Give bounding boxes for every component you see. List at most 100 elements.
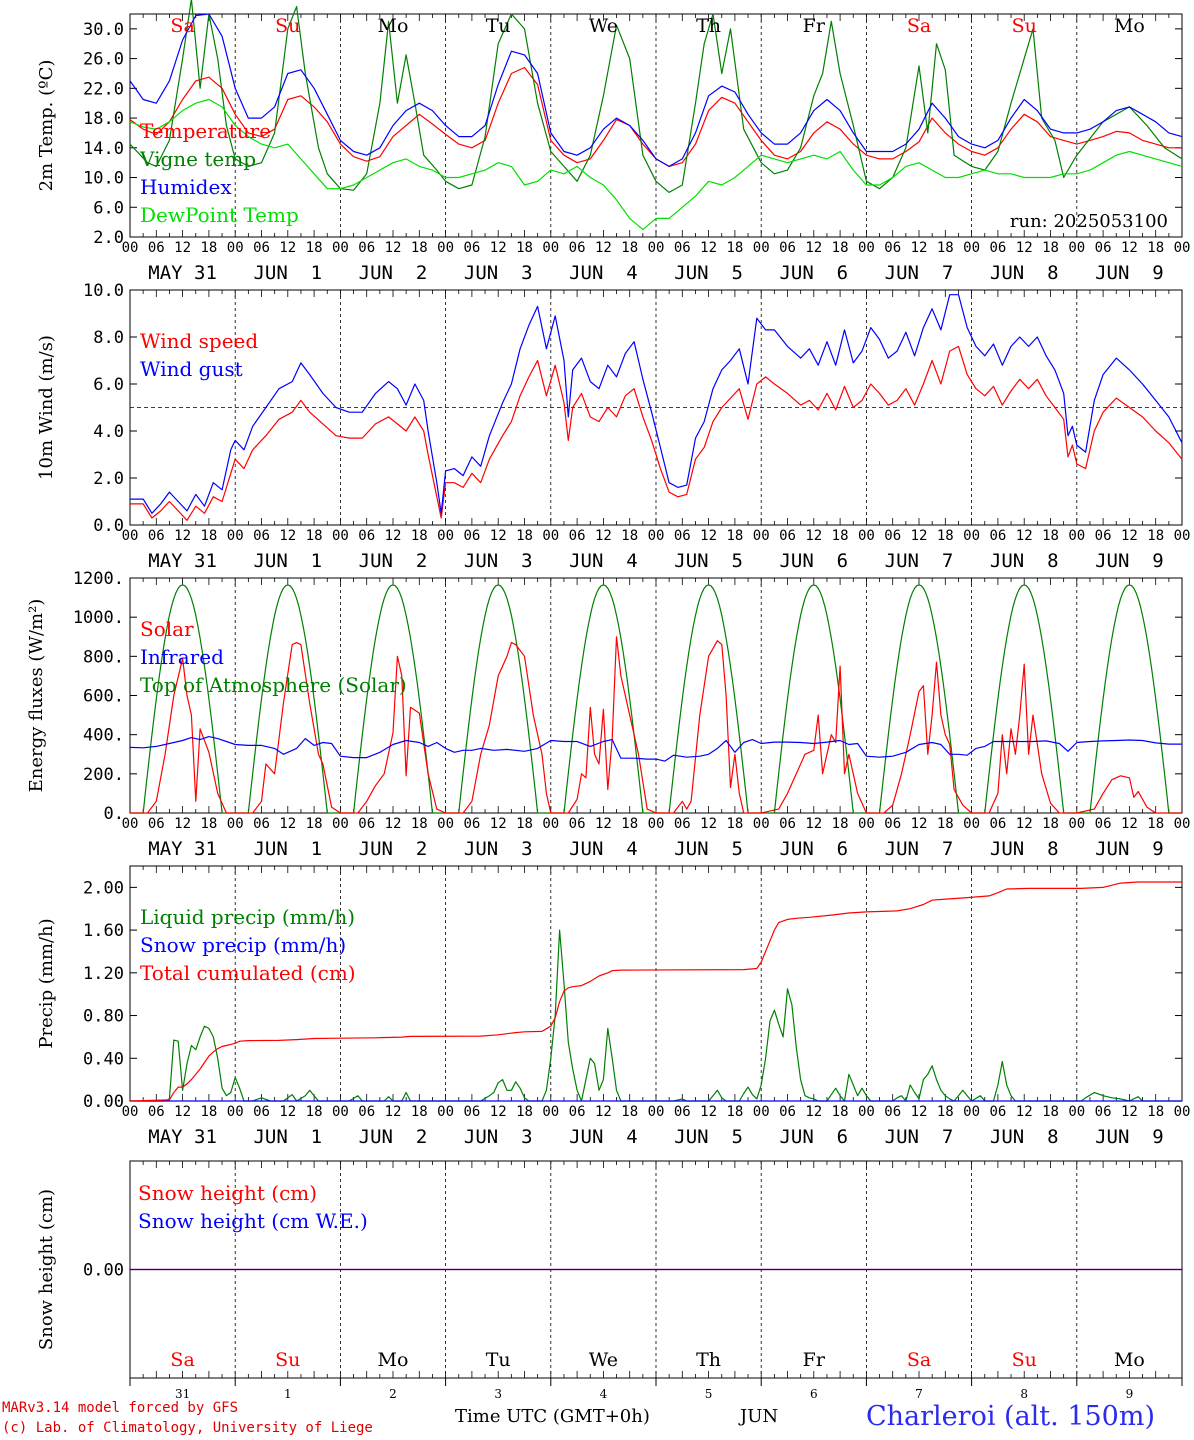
hour-tick-label: 18 <box>832 240 849 256</box>
hour-tick-label: 18 <box>937 240 954 256</box>
hour-tick-label: 12 <box>385 240 402 256</box>
day-number: 5 <box>705 1387 713 1401</box>
hour-tick-label: 06 <box>253 240 270 256</box>
legend-label: Wind gust <box>140 357 243 381</box>
hour-tick-label: 00 <box>332 816 349 832</box>
day-abbr: Th <box>696 1349 721 1371</box>
hour-tick-label: 18 <box>937 816 954 832</box>
date-label: JUN 3 <box>464 262 533 284</box>
hour-tick-label: 18 <box>937 528 954 544</box>
hour-tick-label: 18 <box>1042 528 1059 544</box>
hour-tick-label: 06 <box>148 1104 165 1120</box>
hour-tick-label: 18 <box>306 240 323 256</box>
toa-solar-curve <box>761 584 867 814</box>
date-label: JUN 1 <box>253 838 322 860</box>
hour-tick-label: 18 <box>832 816 849 832</box>
hour-tick-label: 00 <box>963 1104 980 1120</box>
legend-label: Total cumulated (cm) <box>140 961 356 985</box>
hour-tick-label: 06 <box>148 240 165 256</box>
y-tick-label: 18.0 <box>83 109 124 129</box>
hour-tick-label: 00 <box>437 1104 454 1120</box>
hour-tick-label: 00 <box>227 816 244 832</box>
hour-tick-label: 12 <box>805 816 822 832</box>
hour-tick-label: 00 <box>648 240 665 256</box>
day-abbr: Su <box>1012 1349 1037 1371</box>
y-axis-title: Energy fluxes (W/m²) <box>26 599 47 793</box>
legend-label: DewPoint Temp <box>140 203 299 227</box>
date-label: JUN 9 <box>1095 550 1164 572</box>
hour-tick-label: 00 <box>437 240 454 256</box>
day-abbr: Fr <box>803 1349 826 1371</box>
hour-tick-label: 12 <box>805 1104 822 1120</box>
hour-tick-label: 12 <box>595 1104 612 1120</box>
hour-tick-label: 06 <box>779 816 796 832</box>
hour-tick-label: 06 <box>569 240 586 256</box>
legend-label: Temperature <box>140 119 271 143</box>
hour-tick-label: 12 <box>1121 240 1138 256</box>
date-label: JUN 4 <box>569 1126 638 1148</box>
date-label: JUN 5 <box>674 262 743 284</box>
date-label: JUN 6 <box>779 550 848 572</box>
y-tick-label: 0.40 <box>83 1049 124 1069</box>
date-label: JUN 1 <box>253 1126 322 1148</box>
hour-tick-label: 18 <box>726 1104 743 1120</box>
hour-tick-label: 18 <box>516 528 533 544</box>
hour-tick-label: 18 <box>621 528 638 544</box>
panel-3: 0. 200. 400. 600. 800. 1000. 1200. Energy fluxe… <box>26 569 1190 860</box>
hour-tick-label: 06 <box>989 1104 1006 1120</box>
hour-tick-label: 06 <box>674 816 691 832</box>
hour-tick-label: 12 <box>1121 1104 1138 1120</box>
day-abbr: Su <box>1012 15 1037 37</box>
hour-tick-label: 00 <box>1174 816 1191 832</box>
legend-label: Infrared <box>140 645 224 669</box>
hour-tick-label: 18 <box>937 1104 954 1120</box>
hour-tick-label: 12 <box>805 240 822 256</box>
toa-solar-curve <box>971 584 1077 814</box>
y-tick-label: 14.0 <box>83 139 124 159</box>
hour-tick-label: 06 <box>463 1104 480 1120</box>
hour-tick-label: 18 <box>306 1104 323 1120</box>
hour-tick-label: 18 <box>621 816 638 832</box>
hour-tick-label: 06 <box>989 528 1006 544</box>
hour-tick-label: 00 <box>1068 816 1085 832</box>
hour-tick-label: 18 <box>411 816 428 832</box>
hour-tick-label: 18 <box>1042 816 1059 832</box>
legend-label: Snow precip (mm/h) <box>140 933 346 957</box>
date-label: JUN 9 <box>1095 1126 1164 1148</box>
hour-tick-label: 06 <box>1095 816 1112 832</box>
hour-tick-label: 00 <box>227 528 244 544</box>
hour-tick-label: 00 <box>122 816 139 832</box>
hour-tick-label: 18 <box>200 240 217 256</box>
hour-tick-label: 06 <box>884 240 901 256</box>
hour-tick-label: 12 <box>911 240 928 256</box>
y-tick-label: 600. <box>83 687 124 707</box>
hour-tick-label: 06 <box>358 1104 375 1120</box>
hour-tick-label: 00 <box>227 240 244 256</box>
model-credit: MARv3.14 model forced by GFS <box>2 1400 239 1416</box>
panel-1: 2.0 6.0 10.0 14.0 18.0 22.0 26.0 30.0 2m Temp. (… <box>36 0 1190 284</box>
hour-tick-label: 12 <box>700 528 717 544</box>
hour-tick-label: 12 <box>174 816 191 832</box>
hour-tick-label: 00 <box>858 240 875 256</box>
day-abbr: Sa <box>907 1349 931 1371</box>
toa-solar-curve <box>130 584 236 814</box>
toa-solar-curve <box>445 584 551 814</box>
hour-tick-label: 00 <box>753 1104 770 1120</box>
date-label: JUN 6 <box>779 262 848 284</box>
hour-tick-label: 06 <box>358 816 375 832</box>
y-tick-label: 0.80 <box>83 1007 124 1027</box>
legend-label: Snow height (cm W.E.) <box>138 1209 368 1233</box>
hour-tick-label: 00 <box>648 528 665 544</box>
series-wind-speed <box>130 345 1183 521</box>
hour-tick-label: 06 <box>358 528 375 544</box>
y-tick-label: 6.0 <box>93 375 124 395</box>
day-abbr: We <box>589 15 618 37</box>
hour-tick-label: 12 <box>700 240 717 256</box>
hour-tick-label: 06 <box>989 240 1006 256</box>
hour-tick-label: 12 <box>1016 240 1033 256</box>
hour-tick-label: 06 <box>1095 240 1112 256</box>
hour-tick-label: 00 <box>332 528 349 544</box>
hour-tick-label: 00 <box>542 816 559 832</box>
legend-label: Vigne temp <box>139 147 256 171</box>
hour-tick-label: 00 <box>1174 240 1191 256</box>
